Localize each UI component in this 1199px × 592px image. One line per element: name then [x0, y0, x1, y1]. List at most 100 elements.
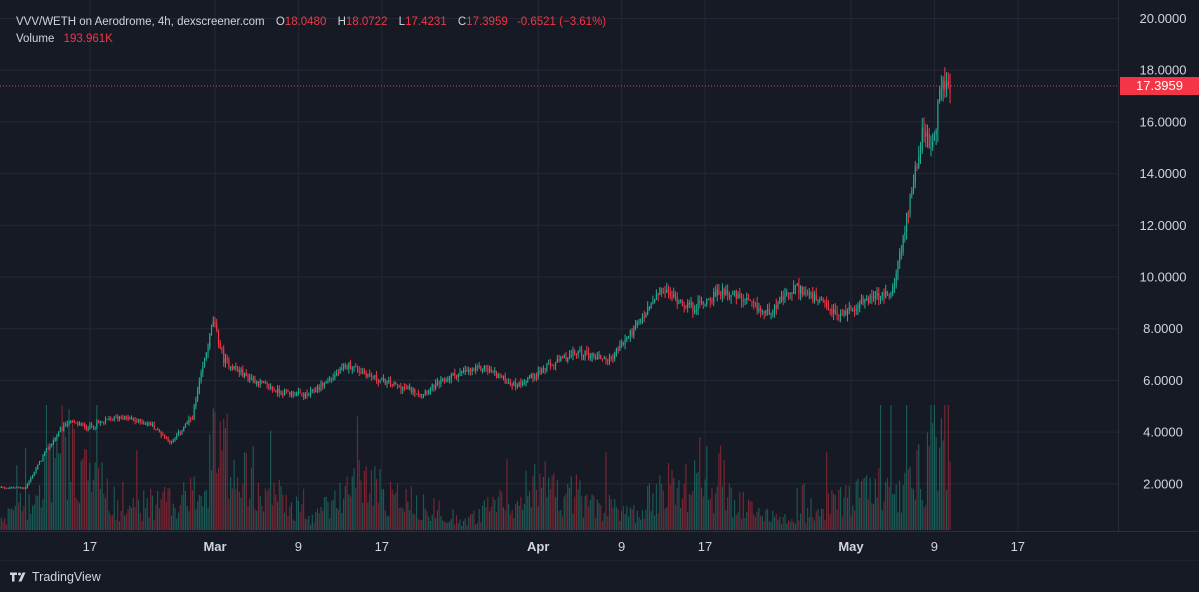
volume-bar: [16, 465, 18, 530]
candle-body: [30, 477, 32, 482]
candle-body: [9, 487, 11, 489]
candle-body: [539, 371, 541, 373]
volume-bar: [160, 499, 162, 530]
volume-bar: [942, 440, 944, 530]
candle-body: [933, 134, 935, 141]
candle-body: [71, 420, 74, 422]
volume-bar: [523, 504, 525, 530]
candle-body: [160, 431, 162, 435]
volume-bar: [87, 480, 89, 530]
volume-bar: [330, 501, 332, 530]
candle-body: [685, 306, 687, 308]
volume-label[interactable]: Volume: [16, 33, 55, 45]
candle-body: [476, 366, 478, 368]
candle-body: [438, 381, 440, 385]
volume-bar: [275, 494, 277, 530]
volume-bar: [237, 477, 239, 530]
volume-bar: [91, 491, 93, 530]
candle-body: [56, 436, 58, 439]
candle-body: [659, 287, 661, 295]
volume-bar: [594, 518, 597, 530]
candle-body: [852, 310, 854, 312]
volume-bar: [137, 499, 140, 530]
volume-bar: [815, 511, 817, 530]
candle-body: [869, 296, 871, 303]
volume-bar: [542, 476, 544, 530]
volume-bar: [259, 495, 261, 530]
candle-body: [419, 393, 421, 395]
candle-body: [661, 287, 663, 293]
volume-bar: [753, 513, 755, 530]
volume-bar: [574, 496, 576, 530]
candle-body: [662, 292, 664, 294]
volume-bar: [789, 521, 791, 530]
volume-bar: [662, 490, 664, 530]
volume-bar: [694, 460, 696, 530]
candle-body: [841, 314, 843, 316]
volume-bar: [245, 452, 247, 530]
candle-body: [103, 421, 105, 423]
candle-body: [353, 366, 355, 370]
candle-body: [214, 321, 216, 325]
candle-body: [608, 356, 611, 362]
volume-bar: [801, 485, 803, 530]
x-tick-label: May: [838, 539, 864, 554]
volume-bar: [937, 490, 939, 530]
volume-bar: [584, 495, 586, 530]
volume-bar: [822, 508, 824, 530]
volume-bar: [263, 511, 265, 530]
volume-bar: [433, 498, 435, 530]
candle-body: [798, 283, 800, 294]
volume-bar: [188, 511, 190, 530]
volume-bar: [412, 513, 414, 530]
y-tick-label: 6.0000: [1143, 373, 1183, 388]
candle-body: [721, 289, 723, 295]
volume-bar: [443, 521, 445, 530]
candle-body: [687, 302, 689, 308]
volume-bar: [63, 430, 65, 530]
volume-bar: [488, 511, 491, 530]
candle-body: [586, 350, 588, 353]
candle-body: [382, 378, 385, 380]
candle-body: [249, 377, 251, 380]
volume-bar: [45, 405, 48, 530]
candle-body: [697, 300, 699, 310]
volume-bar: [266, 491, 268, 530]
volume-bar: [226, 413, 228, 530]
volume-bar: [294, 520, 296, 530]
candle-body: [466, 370, 468, 372]
volume-bar: [261, 505, 263, 530]
price-chart[interactable]: 2.0000 4.0000 6.0000 8.0000 10.0000 12.0000 14…: [0, 0, 1199, 560]
candle-body: [25, 488, 27, 490]
candle-body: [575, 353, 578, 355]
candle-body: [38, 461, 41, 465]
candle-body: [876, 292, 878, 297]
volume-bar: [153, 520, 155, 530]
candle-body: [549, 363, 551, 366]
volume-bar: [612, 507, 614, 530]
y-tick-label: 20.0000: [1140, 11, 1187, 26]
candle-body: [106, 418, 108, 420]
volume-bar: [810, 498, 812, 530]
volume-bar: [303, 488, 305, 530]
volume-bar: [336, 508, 338, 530]
candle-body: [548, 363, 550, 365]
candle-body: [44, 451, 46, 456]
volume-bar: [113, 486, 115, 530]
chart-area[interactable]: 2.0000 4.0000 6.0000 8.0000 10.0000 12.0000 14…: [0, 0, 1199, 560]
candle-body: [874, 296, 876, 298]
volume-bar: [508, 503, 510, 530]
volume-bar: [179, 504, 181, 530]
volume-bar: [657, 513, 659, 530]
volume-bar: [310, 524, 312, 530]
volume-bar: [874, 478, 876, 530]
candle-body: [765, 310, 767, 314]
tradingview-brand[interactable]: TradingView: [10, 570, 101, 584]
candle-body: [593, 352, 595, 357]
candle-body: [301, 393, 303, 395]
volume-bar: [106, 478, 108, 530]
symbol-title[interactable]: VVV/WETH on Aerodrome, 4h, dexscreener.c…: [16, 16, 265, 28]
volume-bar: [640, 519, 642, 530]
candle-body: [108, 418, 110, 420]
volume-bar: [626, 506, 628, 530]
